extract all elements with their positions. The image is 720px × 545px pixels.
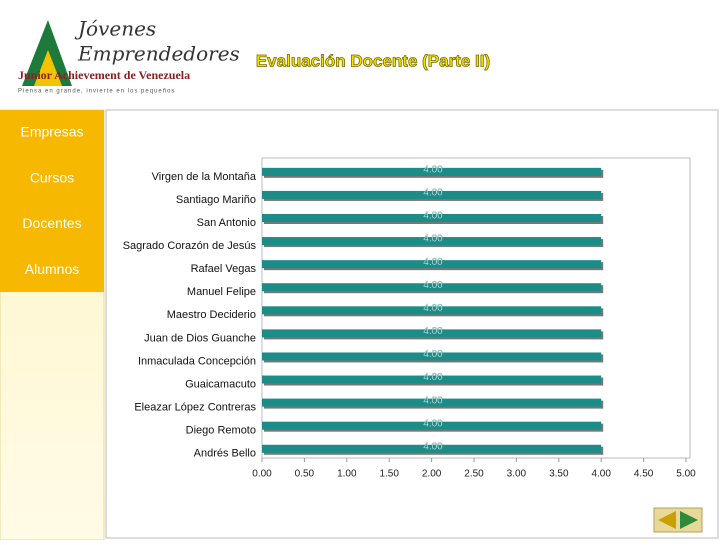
category-label: Rafael Vegas <box>191 263 257 275</box>
bar <box>262 329 602 338</box>
x-tick-label: 3.50 <box>549 469 569 480</box>
nav-item[interactable]: Empresas <box>20 124 83 140</box>
category-label: Guaicamacuto <box>185 378 256 390</box>
nav-panel <box>0 110 104 292</box>
logo-text: Emprendedores <box>77 42 240 66</box>
bar <box>262 398 602 407</box>
value-label: 4.00 <box>423 303 443 314</box>
value-label: 4.00 <box>423 372 443 383</box>
x-tick-label: 4.00 <box>591 469 611 480</box>
value-label: 4.00 <box>423 234 443 245</box>
category-label: Andrés Bello <box>194 448 256 460</box>
bar <box>262 375 602 384</box>
bar <box>262 214 602 222</box>
bar <box>262 237 602 246</box>
category-label: Sagrado Corazón de Jesús <box>123 240 257 252</box>
bar <box>262 421 602 430</box>
page-title: Evaluación Docente (Parte II) <box>256 51 490 70</box>
nav-item[interactable]: Alumnos <box>25 261 79 277</box>
x-tick-label: 1.00 <box>337 469 357 480</box>
bar <box>262 283 602 292</box>
value-label: 4.00 <box>423 211 443 222</box>
logo: Jóvenes Emprendedores Junior Achievement… <box>18 17 240 95</box>
bar <box>262 190 602 199</box>
x-tick-label: 4.50 <box>634 469 654 480</box>
x-tick-label: 1.50 <box>379 469 399 480</box>
logo-tagline: Piensa en grande, invierte en los pequeñ… <box>18 89 175 95</box>
x-tick-label: 2.50 <box>464 469 484 480</box>
bar <box>262 260 602 269</box>
category-label: Santiago Mariño <box>176 194 256 206</box>
category-label: Maestro Deciderio <box>167 309 256 321</box>
nav-item[interactable]: Cursos <box>30 169 74 185</box>
x-tick-label: 2.00 <box>422 469 442 480</box>
value-label: 4.00 <box>423 349 443 360</box>
value-label: 4.00 <box>423 395 443 406</box>
category-label: Inmaculada Concepción <box>138 355 256 367</box>
bar <box>262 167 602 176</box>
value-label: 4.00 <box>423 188 443 199</box>
category-label: Diego Remoto <box>186 425 256 437</box>
x-tick-label: 5.00 <box>676 469 696 480</box>
x-tick-label: 0.50 <box>295 469 315 480</box>
nav-item[interactable]: Docentes <box>22 215 81 231</box>
value-label: 4.00 <box>423 441 443 452</box>
category-label: Virgen de la Montaña <box>152 171 257 183</box>
bar <box>262 306 602 315</box>
next-arrow[interactable] <box>680 511 698 529</box>
category-label: Juan de Dios Guanche <box>144 332 256 344</box>
value-label: 4.00 <box>423 164 443 175</box>
x-tick-label: 0.00 <box>252 469 272 480</box>
category-label: Manuel Felipe <box>187 286 256 298</box>
value-label: 4.00 <box>423 326 443 337</box>
value-label: 4.00 <box>423 418 443 429</box>
chart: 0.00 0.50 1.00 1.50 2.00 2.50 3.00 3.50 4.00 4.50… <box>123 164 696 479</box>
bar <box>262 352 602 361</box>
x-tick-label: 3.00 <box>507 469 527 480</box>
category-label: Eleazar López Contreras <box>134 402 256 414</box>
slide-nav[interactable] <box>653 507 703 533</box>
value-label: 4.00 <box>423 280 443 291</box>
bar <box>262 444 602 453</box>
logo-org: Junior Achievement de Venezuela <box>18 68 190 82</box>
value-label: 4.00 <box>423 257 443 268</box>
category-label: San Antonio <box>197 217 256 229</box>
logo-text: Jóvenes <box>74 17 156 41</box>
chart-frame <box>105 109 719 539</box>
nav: Empresas Cursos Docentes Alumnos <box>20 124 83 277</box>
prev-arrow[interactable] <box>658 511 676 529</box>
